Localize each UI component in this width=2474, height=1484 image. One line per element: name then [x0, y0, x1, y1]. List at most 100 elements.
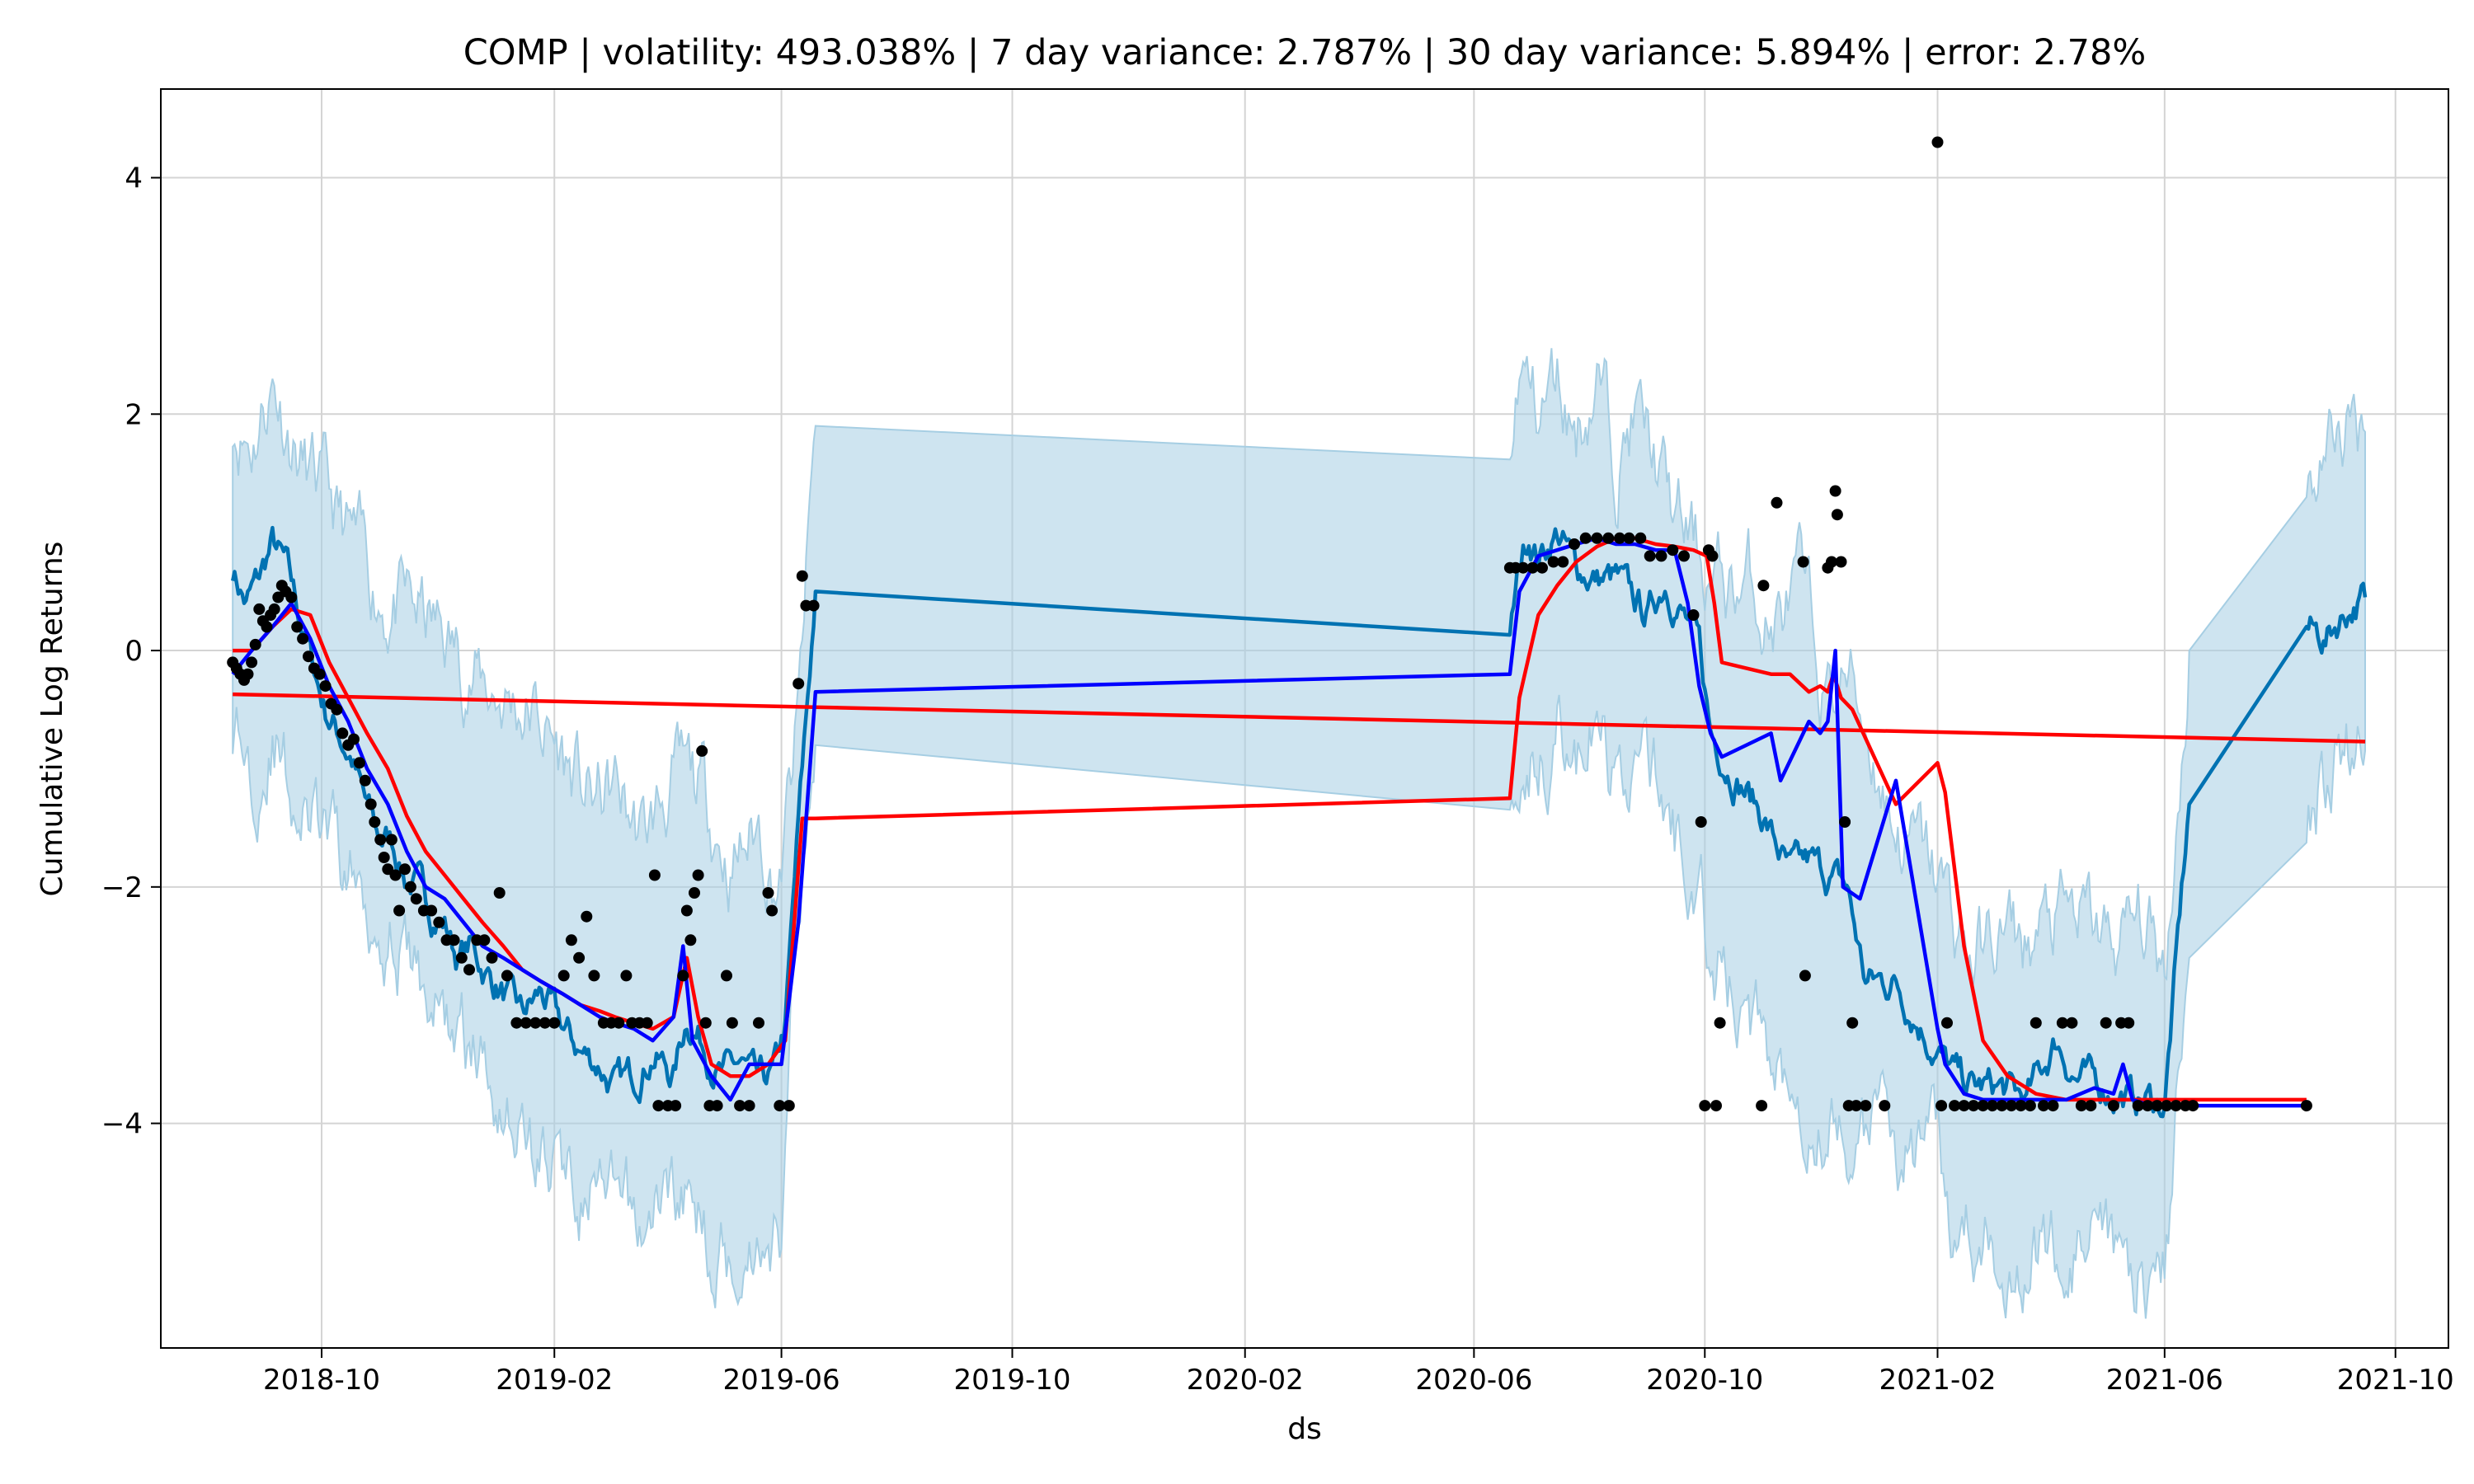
- data-point: [796, 570, 808, 582]
- data-point: [365, 798, 377, 810]
- data-point: [677, 970, 689, 982]
- data-point: [510, 1017, 523, 1029]
- data-point: [783, 1100, 795, 1112]
- ma-blue-line: [231, 536, 2307, 1108]
- y-tick-label: 0: [125, 635, 143, 668]
- data-point: [410, 893, 422, 905]
- data-point: [486, 951, 498, 964]
- x-tick-label: 2021-10: [2337, 1364, 2454, 1397]
- data-point: [369, 816, 381, 828]
- data-point: [268, 603, 280, 615]
- data-point: [2187, 1100, 2199, 1112]
- data-point: [353, 757, 365, 769]
- data-point: [588, 970, 600, 982]
- data-point: [385, 834, 397, 846]
- data-point: [448, 934, 460, 946]
- x-tick-label: 2019-06: [723, 1364, 840, 1397]
- data-point: [1526, 561, 1539, 574]
- data-point: [1579, 532, 1592, 544]
- data-point: [548, 1017, 561, 1029]
- data-point: [1860, 1100, 1872, 1112]
- data-point: [726, 1017, 738, 1029]
- data-point: [378, 852, 390, 863]
- data-point: [1987, 1100, 1998, 1112]
- data-point: [1710, 1100, 1722, 1112]
- data-point: [1850, 1100, 1862, 1112]
- data-point: [2142, 1100, 2154, 1112]
- x-tick-label: 2020-06: [1415, 1364, 1532, 1397]
- data-point: [1623, 532, 1635, 544]
- data-point: [336, 727, 349, 740]
- data-point: [680, 904, 693, 917]
- data-point: [692, 869, 704, 881]
- data-point: [303, 650, 314, 663]
- data-point: [1831, 509, 1843, 521]
- data-point: [297, 632, 309, 645]
- data-point: [1826, 556, 1837, 568]
- x-axis-label: ds: [1287, 1412, 1322, 1446]
- data-point: [2038, 1100, 2049, 1112]
- data-point: [2151, 1100, 2163, 1112]
- data-point: [2132, 1100, 2144, 1112]
- data-point: [1935, 1100, 1948, 1112]
- data-point: [1797, 556, 1809, 568]
- y-tick-label: 2: [125, 398, 143, 431]
- data-point: [2006, 1100, 2017, 1112]
- data-point: [291, 621, 303, 633]
- data-point: [670, 1100, 682, 1112]
- data-point: [529, 1017, 542, 1029]
- data-point: [426, 904, 438, 917]
- data-point: [2107, 1100, 2119, 1112]
- data-point: [389, 869, 402, 881]
- y-axis-label: Cumulative Log Returns: [35, 542, 69, 897]
- data-point: [1687, 609, 1700, 621]
- data-point: [721, 970, 732, 982]
- data-point: [261, 621, 273, 633]
- data-point: [2100, 1017, 2112, 1029]
- data-point: [2085, 1100, 2097, 1112]
- data-point: [743, 1100, 755, 1112]
- data-point: [762, 887, 774, 899]
- data-point: [648, 869, 661, 881]
- data-point: [1602, 532, 1615, 544]
- data-point: [455, 951, 468, 964]
- data-point: [1591, 532, 1603, 544]
- data-point: [807, 599, 820, 612]
- data-point: [2300, 1100, 2312, 1112]
- x-tick-label: 2018-10: [263, 1364, 380, 1397]
- data-point: [766, 904, 778, 917]
- data-point: [253, 603, 266, 615]
- data-point: [348, 733, 360, 745]
- ma-red-line: [233, 536, 2307, 1102]
- data-point: [331, 703, 343, 716]
- data-point: [393, 904, 406, 917]
- data-point: [399, 863, 411, 876]
- data-point: [520, 1017, 532, 1029]
- data-point: [1706, 550, 1719, 562]
- y-tick-label: −2: [101, 871, 143, 904]
- data-point: [2066, 1017, 2078, 1029]
- data-point: [404, 881, 416, 893]
- data-point: [1958, 1100, 1970, 1112]
- data-point: [652, 1100, 665, 1112]
- data-point: [1634, 532, 1647, 544]
- data-point: [1839, 816, 1851, 828]
- data-point: [246, 656, 258, 669]
- x-tick-label: 2021-06: [2106, 1364, 2223, 1397]
- data-point: [2161, 1100, 2173, 1112]
- data-point: [699, 1017, 712, 1029]
- data-point: [696, 744, 708, 757]
- data-point: [1756, 1100, 1768, 1112]
- chart-title: COMP | volatility: 493.038% | 7 day vari…: [463, 32, 2146, 73]
- data-point: [2075, 1100, 2087, 1112]
- data-point: [581, 910, 593, 923]
- data-point: [1557, 556, 1569, 568]
- x-tick-label: 2021-02: [1879, 1364, 1996, 1397]
- data-point: [374, 834, 387, 846]
- trend-line: [233, 692, 2366, 744]
- data-point: [319, 680, 332, 693]
- data-point: [641, 1017, 653, 1029]
- data-point: [501, 970, 513, 982]
- data-point: [1644, 550, 1656, 562]
- data-point: [774, 1100, 786, 1112]
